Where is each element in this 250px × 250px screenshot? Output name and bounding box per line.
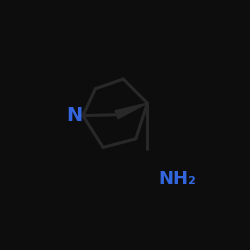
Text: NH₂: NH₂: [158, 170, 196, 188]
Polygon shape: [115, 103, 148, 119]
Text: N: N: [66, 106, 82, 125]
